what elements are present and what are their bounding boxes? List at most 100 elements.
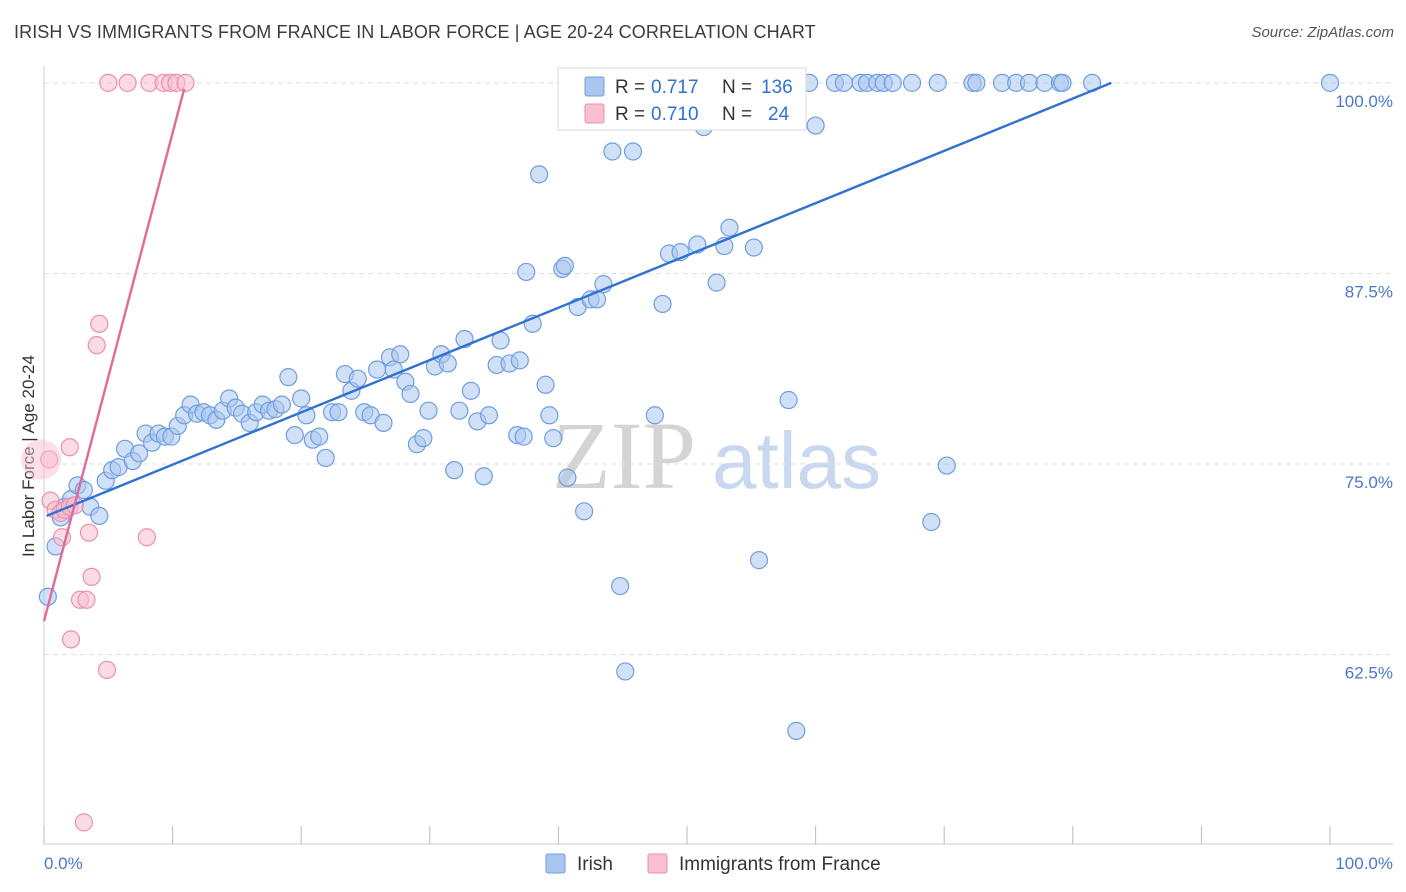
irish-point [450, 401, 469, 420]
x-tick-label-max: 100.0% [1335, 854, 1393, 873]
france-point-large [21, 439, 62, 480]
legend-n-value: 24 [768, 104, 790, 125]
france-point [99, 73, 118, 92]
irish-point [438, 354, 457, 373]
irish-point [310, 427, 329, 446]
france-point [60, 438, 79, 457]
y-tick-labels: 62.5% 75.0% 87.5% 100.0% [1335, 92, 1393, 683]
y-tick-label: 87.5% [1345, 282, 1393, 301]
irish-point [540, 406, 559, 425]
gridlines [44, 82, 1393, 656]
irish-point [514, 427, 533, 446]
y-tick-label: 62.5% [1345, 664, 1393, 683]
irish-point [316, 448, 335, 468]
irish-point [834, 73, 853, 92]
series-legend: Irish Immigrants from France [545, 853, 881, 875]
irish-point [510, 351, 529, 370]
series-legend-swatch-irish [545, 853, 566, 874]
irish-point [414, 429, 433, 448]
irish-point [744, 238, 763, 257]
irish-point [474, 467, 493, 486]
irish-point [645, 406, 664, 425]
irish-point [883, 73, 902, 92]
irish-point [653, 294, 672, 314]
irish-point [367, 360, 387, 379]
legend-n-label: N = [722, 77, 752, 98]
irish-point [544, 429, 563, 448]
legend-r-label: R = [615, 104, 645, 125]
y-tick-label: 75.0% [1345, 473, 1393, 492]
legend-r-value: 0.717 [651, 77, 699, 98]
irish-point [603, 142, 622, 161]
watermark-atlas: atlas [712, 416, 881, 505]
irish-point [391, 345, 410, 364]
irish-trendline [46, 81, 1112, 518]
irish-point [928, 73, 947, 92]
irish-point [623, 142, 643, 161]
france-point [79, 523, 99, 542]
watermark-zip: ZIP [552, 402, 696, 509]
irish-point [611, 576, 630, 596]
x-tick-label-min: 0.0% [44, 854, 83, 873]
france-point [82, 567, 101, 586]
irish-point [419, 401, 438, 420]
irish-point [779, 390, 798, 410]
series-legend-label-france: Immigrants from France [679, 854, 881, 875]
legend-r-value: 0.710 [651, 104, 699, 125]
irish-point [575, 502, 594, 521]
france-point [77, 590, 96, 609]
france-point [118, 73, 137, 92]
irish-point [517, 262, 536, 282]
irish-point [806, 116, 825, 135]
legend-n-value: 136 [761, 77, 793, 98]
trendlines [42, 81, 1112, 622]
chart-source: Source: ZipAtlas.com [1251, 24, 1394, 41]
irish-point [90, 506, 109, 526]
irish-point [479, 406, 499, 425]
irish-point [536, 375, 555, 394]
legend-n-label: N = [722, 104, 752, 125]
irish-point [285, 425, 304, 445]
y-tick-label: 100.0% [1335, 92, 1393, 111]
irish-point [292, 389, 311, 408]
irish-point [348, 369, 367, 388]
france-trendline [42, 88, 186, 622]
irish-point [1320, 73, 1340, 92]
irish-point [1019, 73, 1039, 92]
irish-point [787, 721, 806, 740]
series-legend-swatch-france [647, 853, 668, 874]
irish-point [1053, 73, 1072, 92]
watermark: ZIP atlas [552, 402, 881, 509]
irish-point [967, 73, 986, 92]
irish-point [707, 273, 726, 292]
france-point [97, 660, 117, 680]
france-point [176, 73, 195, 92]
irish-point [401, 384, 420, 404]
france-point [87, 336, 106, 355]
irish-point [329, 403, 348, 422]
legend-swatch-irish [584, 76, 605, 97]
irish-point [902, 73, 922, 92]
france-point [74, 813, 93, 832]
irish-point [530, 165, 549, 184]
irish-point [272, 395, 292, 414]
irish-point [749, 551, 769, 570]
stats-legend: R = 0.717 N = 136 R = 0.710 N = 24 [557, 67, 807, 131]
irish-point [720, 218, 739, 237]
france-point [61, 630, 81, 649]
irish-point [922, 512, 941, 532]
irish-point [279, 368, 298, 387]
irish-point [555, 256, 574, 275]
france-point [137, 528, 156, 547]
legend-swatch-france [584, 103, 605, 124]
legend-r-label: R = [615, 77, 645, 98]
irish-point [374, 413, 393, 432]
irish-point [937, 456, 956, 475]
irish-point [130, 444, 149, 463]
irish-point [1035, 73, 1054, 92]
france-point [90, 314, 109, 333]
chart-title: IRISH VS IMMIGRANTS FROM FRANCE IN LABOR… [14, 22, 816, 42]
series-legend-label-irish: Irish [577, 854, 613, 875]
irish-point [461, 381, 481, 400]
